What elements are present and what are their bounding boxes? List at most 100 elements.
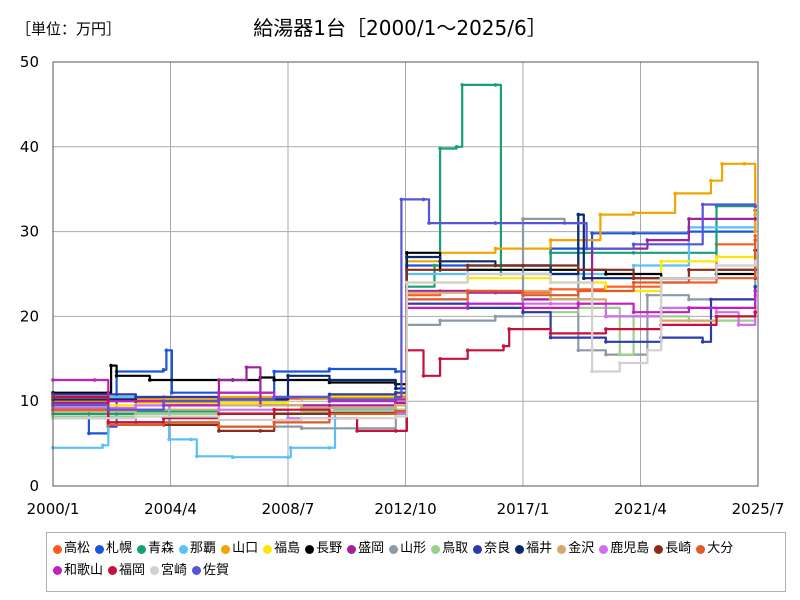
legend-item: 高松 [53,539,90,559]
data-point [709,297,713,302]
legend: 高松 札幌 青森 那覇 山口 福島 長野 盛岡 山形 鳥取 奈良 福井 金沢 鹿児島 長崎 大分 和歌山 福岡 宮崎… [46,532,786,592]
data-point [631,242,636,247]
data-point [217,390,221,395]
legend-marker [515,544,525,554]
data-point [300,416,304,421]
data-point [631,310,636,315]
data-point [327,378,332,382]
legend-item: 奈良 [473,539,510,559]
data-point [700,340,705,344]
series-line [53,198,757,411]
data-point [217,418,221,422]
data-point [106,423,111,427]
legend-item: 長崎 [654,539,691,559]
y-tick-label: 30 [20,223,39,241]
legend-marker [179,544,189,554]
data-point [438,318,442,323]
x-tick-label: 2021/4 [614,500,667,518]
legend-marker [137,544,147,554]
legend-marker [654,544,664,554]
data-point [87,431,91,436]
data-point [501,344,506,348]
legend-marker [431,544,441,554]
legend-label: 長野 [316,541,343,556]
legend-label: 那覇 [190,541,217,556]
legend-label: 奈良 [484,541,511,556]
legend-item: 盛岡 [347,539,384,559]
data-point [631,280,636,285]
data-point [394,414,398,419]
data-point [618,352,622,357]
data-point [753,284,757,289]
data-point [493,246,498,251]
plot-frame [52,61,759,487]
data-point [286,455,290,460]
legend-item: 札幌 [95,539,132,559]
series-7 [51,248,757,395]
data-point [576,268,581,272]
data-point [604,327,608,331]
data-point [465,348,470,353]
legend-marker [53,544,62,554]
y-tick-label: 20 [20,307,39,325]
data-point [753,310,757,315]
data-point [659,276,663,281]
x-tick-label: 2012/10 [374,500,436,518]
data-point [327,380,332,385]
legend-item: 金沢 [557,539,594,559]
data-point [148,378,152,382]
legend-item: 鳥取 [431,539,468,559]
series-3 [51,83,757,416]
data-point [604,272,608,276]
data-point [507,327,512,331]
data-point [217,424,221,429]
y-tick-label: 10 [20,392,39,410]
legend-label: 青森 [148,541,175,556]
data-point [217,378,221,382]
data-point [465,263,470,268]
legend-label: 鹿児島 [610,541,650,556]
data-point [438,357,442,361]
data-point [164,348,169,353]
data-point [576,221,581,225]
data-point [272,369,277,374]
data-point [438,146,442,151]
series-line [53,286,757,401]
legend-label: 福岡 [119,562,146,578]
data-point [645,293,650,298]
data-point [645,348,650,353]
data-point [161,399,166,404]
y-tick-label: 40 [20,138,39,156]
data-point [576,212,581,217]
data-point [548,331,553,336]
data-point [521,217,525,221]
legend-marker [53,566,62,575]
series-19 [51,259,757,422]
data-point [548,238,553,242]
legend-item: 和歌山 [53,561,103,581]
data-point [548,280,553,285]
legend-marker [150,566,160,575]
series-20 [51,197,757,412]
data-point [645,238,650,242]
data-point [700,202,705,207]
unit-label: ［単位：万円］ [16,20,122,38]
data-point [189,437,193,442]
data-point [584,246,589,251]
data-point [405,280,409,285]
data-point [327,367,332,371]
y-tick-label: 50 [20,53,39,71]
data-point [714,263,719,268]
legend-label: 佐賀 [203,562,230,578]
x-tick-label: 2017/1 [497,500,550,518]
data-point [230,455,235,460]
data-point [493,221,498,225]
legend-label: 大分 [707,541,734,556]
line-chart: 0 10 20 30 40 50 2000/1 2004/4 2008/7 2012/10 201… [20,53,784,518]
data-point [258,429,263,433]
data-point [598,212,603,217]
data-point [742,162,746,166]
data-point [289,446,293,450]
data-point [590,369,594,374]
series-line [53,217,757,430]
